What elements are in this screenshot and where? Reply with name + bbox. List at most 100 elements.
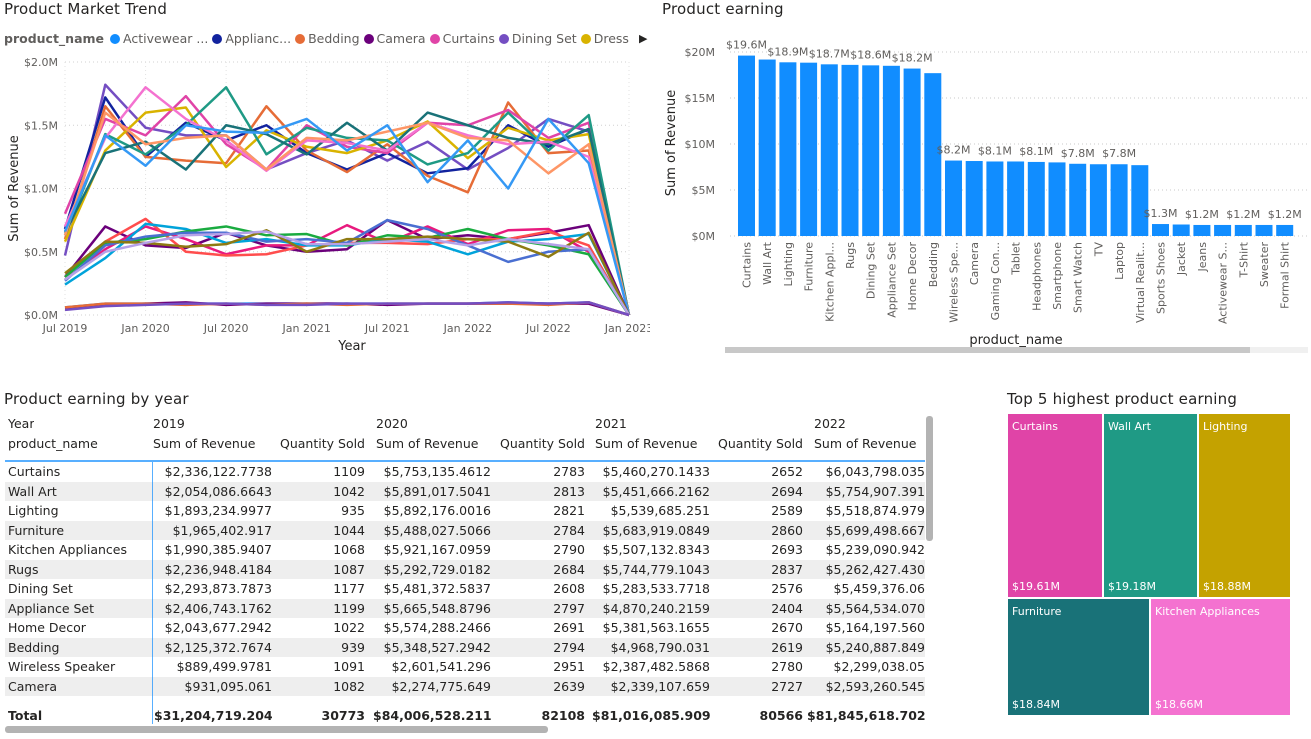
triangle-right-icon[interactable]: ▶ [638, 32, 648, 45]
header-year-row: Year 2019 2020 2021 2022 [5, 414, 925, 434]
bar[interactable] [945, 160, 962, 236]
treemap-tile-value: $18.84M [1012, 698, 1060, 711]
table-cell: $5,283,533.7718 [602, 581, 710, 596]
column-header-product-name[interactable]: product_name [8, 436, 98, 451]
bar[interactable] [986, 161, 1004, 236]
bar-data-label: $18.7M [809, 47, 850, 60]
bar[interactable] [1027, 161, 1045, 236]
series-line[interactable] [64, 228, 631, 316]
bar[interactable] [924, 73, 942, 236]
bar[interactable] [1193, 224, 1211, 236]
table-row[interactable]: Home Decor $2,043,677.2942 1022 $5,574,288.… [5, 618, 925, 638]
bar[interactable] [841, 64, 859, 236]
column-header-quantity[interactable]: Quantity Sold [500, 436, 585, 451]
bar[interactable] [1234, 224, 1252, 236]
x-tick-label: Curtains [741, 242, 754, 288]
treemap-tile-label: Lighting [1203, 420, 1248, 433]
bar[interactable] [820, 64, 838, 236]
series-line[interactable] [64, 301, 630, 317]
table-row[interactable]: Camera $931,095.061 1082 $2,274,775.649 2639… [5, 676, 925, 696]
bar[interactable] [1110, 164, 1128, 236]
column-header-revenue[interactable]: Sum of Revenue [814, 436, 917, 451]
column-header-revenue[interactable]: Sum of Revenue [153, 436, 256, 451]
bar[interactable] [903, 68, 921, 236]
series-line[interactable] [63, 111, 631, 316]
legend-item[interactable]: Curtains [429, 31, 495, 46]
bar[interactable] [1172, 224, 1190, 237]
series-line[interactable] [64, 230, 631, 316]
table-vertical-scrollbar[interactable] [926, 416, 933, 541]
table-row[interactable]: Kitchen Appliances $1,990,385.9407 1068 $5,… [5, 540, 925, 560]
table-row[interactable]: Dining Set $2,293,873.7873 1177 $5,481,372.… [5, 579, 925, 599]
bar[interactable] [1255, 224, 1273, 236]
table-cell: 1082 [333, 678, 365, 694]
table-cell: $5,539,685.251 [610, 503, 710, 518]
table-row[interactable]: Curtains $2,336,122.7738 1109 $5,753,135.46… [5, 462, 925, 482]
table-row[interactable]: Rugs $2,236,948.4184 1087 $5,292,729.0182 26… [5, 559, 925, 579]
table-cell: 2790 [553, 542, 585, 557]
treemap-tile[interactable]: Curtains $19.61M [1007, 413, 1103, 598]
bar[interactable] [1131, 165, 1149, 236]
bar[interactable] [1214, 224, 1232, 236]
table-row[interactable]: Lighting $1,893,234.9977 935 $5,892,176.001… [5, 501, 925, 521]
year-header[interactable]: 2022 [814, 416, 846, 431]
x-tick-label: Gaming Con... [989, 242, 1002, 320]
table-row[interactable]: Wall Art $2,054,086.6643 1042 $5,891,017.50… [5, 481, 925, 501]
table-row[interactable]: Appliance Set $2,406,743.1762 1199 $5,665,5… [5, 598, 925, 618]
column-header-revenue[interactable]: Sum of Revenue [376, 436, 479, 451]
table-horizontal-scrollbar[interactable] [5, 726, 548, 733]
bar-scroll-track[interactable] [725, 347, 1308, 353]
table-cell: $2,125,372.7674 [164, 639, 272, 655]
x-tick-label: Kitchen Appl... [823, 242, 836, 322]
bar[interactable] [1152, 224, 1169, 236]
bar[interactable] [758, 59, 776, 236]
treemap-tile[interactable]: Wall Art $19.18M [1103, 413, 1198, 598]
year-header[interactable]: 2021 [595, 416, 627, 431]
column-header-revenue[interactable]: Sum of Revenue [595, 436, 698, 451]
series-line[interactable] [64, 217, 631, 316]
series-line-curtains[interactable] [63, 94, 631, 316]
bar[interactable] [1048, 162, 1066, 236]
x-tick-label: T-Shirt [1237, 241, 1250, 278]
bar[interactable] [1069, 163, 1087, 236]
bar[interactable] [1276, 224, 1294, 236]
table-row[interactable]: Furniture $1,965,402.917 1044 $5,488,027.50… [5, 520, 925, 540]
column-header-quantity[interactable]: Quantity Sold [718, 436, 803, 451]
y-tick-label: $20M [685, 46, 716, 59]
legend-item[interactable]: Applianc... [212, 31, 291, 46]
series-line[interactable] [64, 218, 631, 316]
legend-item[interactable]: Camera [363, 31, 426, 46]
bar[interactable] [1089, 164, 1107, 236]
y-tick-label: $15M [685, 92, 716, 105]
series-line-camera[interactable] [64, 218, 631, 316]
bar-scroll-thumb[interactable] [725, 347, 1250, 353]
treemap-tile[interactable]: Kitchen Appliances $18.66M [1150, 598, 1291, 716]
column-header-quantity[interactable]: Quantity Sold [280, 436, 365, 451]
table-row-partial[interactable] [5, 696, 925, 704]
bar[interactable] [882, 65, 900, 236]
treemap-tile[interactable]: Lighting $18.88M [1198, 413, 1291, 598]
bar[interactable] [779, 62, 797, 236]
table-cell: 2608 [553, 581, 585, 596]
table-row[interactable]: Wireless Speaker $889,499.9781 1091 $2,601,… [5, 657, 925, 677]
legend-dot-icon [110, 33, 121, 44]
series-line[interactable] [63, 117, 631, 316]
treemap-tile[interactable]: Furniture $18.84M [1007, 598, 1150, 716]
legend-item[interactable]: Bedding [295, 31, 360, 46]
bar[interactable] [800, 62, 818, 237]
legend-item[interactable]: Dining Set [498, 31, 577, 46]
legend-label: Dress [593, 31, 629, 46]
table-row[interactable]: Bedding $2,125,372.7674 939 $5,348,527.2942… [5, 637, 925, 657]
series-line-dining-set[interactable] [63, 83, 631, 316]
bar[interactable] [738, 55, 755, 236]
bar-data-label: $7.8M [1061, 147, 1095, 160]
series-line[interactable] [63, 86, 631, 316]
x-tick-label: Sports Shoes [1155, 242, 1168, 314]
bar[interactable] [862, 65, 880, 236]
legend-item[interactable]: Activewear ... [110, 31, 208, 46]
year-header[interactable]: 2020 [376, 416, 408, 431]
year-header[interactable]: 2019 [153, 416, 185, 431]
bar[interactable] [1007, 161, 1025, 236]
bar[interactable] [965, 161, 983, 236]
legend-item[interactable]: Dress [580, 31, 629, 46]
